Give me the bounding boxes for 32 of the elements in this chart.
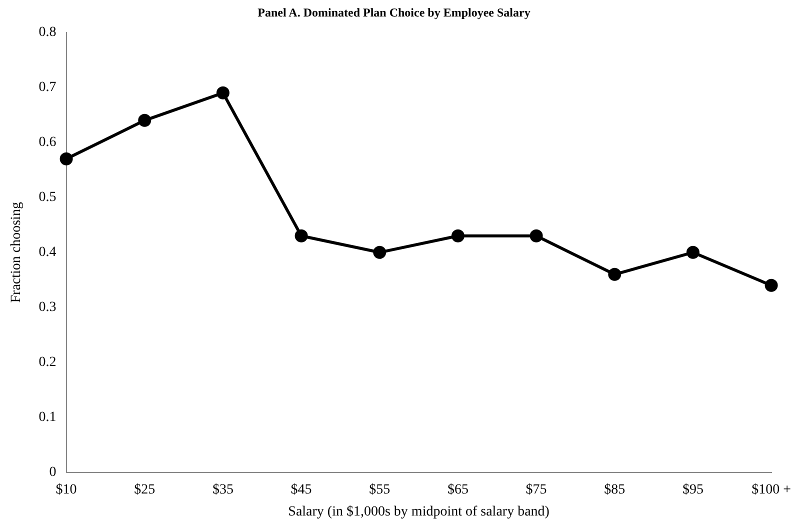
point [216, 86, 230, 100]
x-tick-label: $25 [134, 482, 156, 498]
point [764, 278, 778, 292]
point [530, 229, 543, 242]
y-tick-label: 0 [49, 465, 56, 480]
y-tick-label: 0.5 [38, 190, 56, 206]
x-tick-label: $55 [369, 482, 390, 498]
point [608, 268, 622, 281]
y-tick-label: 0.4 [38, 245, 56, 260]
point [294, 229, 308, 242]
y-tick-label: 0.1 [38, 410, 56, 426]
x-tick-label: $35 [212, 482, 234, 498]
point [60, 152, 73, 166]
y-tick-label: 0.7 [38, 80, 56, 96]
x-tick-label: $45 [290, 482, 312, 498]
x-tick-label: $95 [682, 482, 704, 498]
x-tick-label: $10 [56, 482, 77, 498]
x-axis-title: Salary (in $1,000s by midpoint of salary band) [288, 504, 550, 520]
y-tick-label: 0.8 [38, 25, 56, 40]
x-tick-label: $75 [526, 482, 547, 498]
y-axis-title: Fraction choosing [9, 202, 24, 303]
x-tick-label: $100 + [752, 482, 792, 498]
x-tick-label: $65 [447, 482, 468, 498]
point [138, 114, 152, 127]
x-tick-label: $85 [604, 482, 626, 498]
y-tick-label: 0.6 [38, 135, 56, 150]
point [451, 229, 464, 242]
y-tick-label: 0.3 [38, 300, 56, 316]
point [373, 246, 386, 259]
chart-title: Panel A. Dominated Plan Choice by Employee Salary [258, 5, 530, 20]
point [686, 246, 700, 259]
y-tick-label: 0.2 [38, 355, 56, 370]
